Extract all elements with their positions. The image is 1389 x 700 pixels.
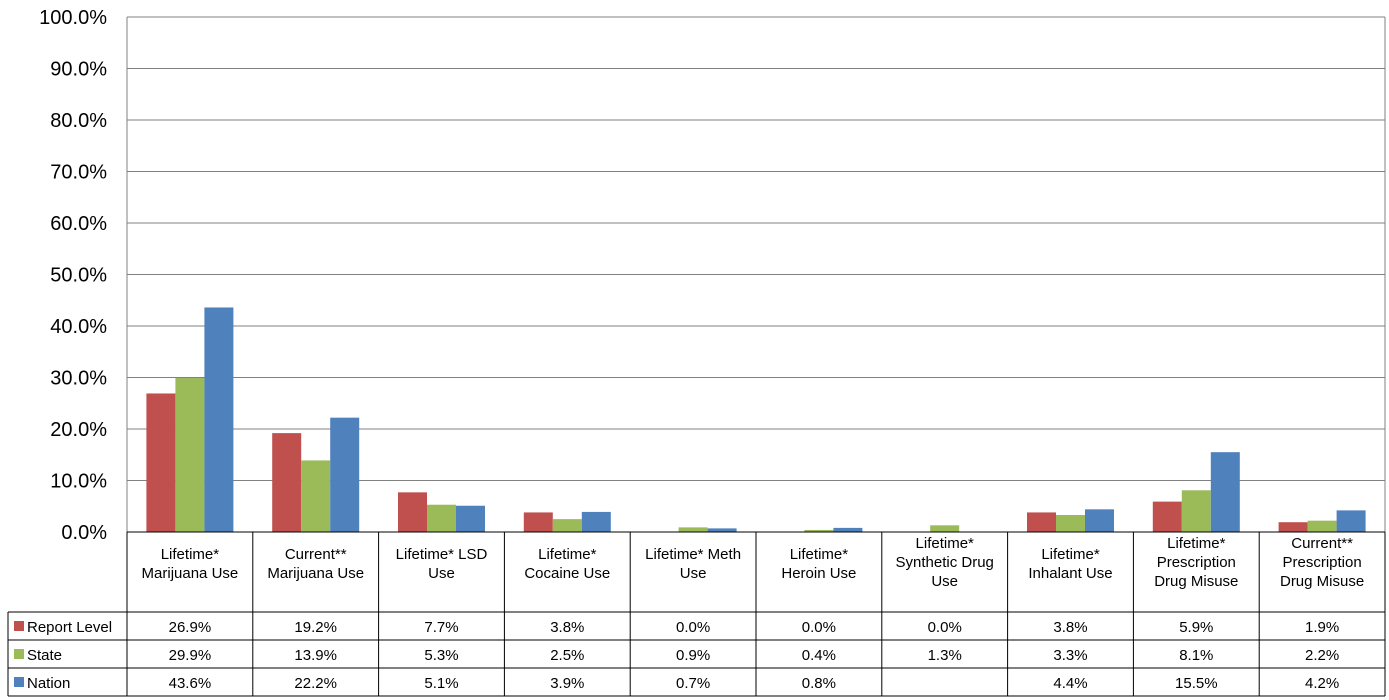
bar-state [552,519,582,532]
data-label: 1.3% [928,647,962,664]
y-tick-label: 80.0% [50,110,107,132]
bar-report-level [1027,512,1056,532]
axes: 0.0% 10.0% 20.0% 30.0% 40.0% 50.0% 60.0% 70.0% 8… [39,7,1386,544]
bar-state [804,529,834,532]
y-tick-label: 100.0% [39,7,107,29]
bar-state [930,525,960,532]
bars [146,307,1366,532]
data-label: 4.4% [1053,675,1087,692]
bar-report-level [398,492,427,532]
data-label: 8.1% [1179,647,1213,664]
data-label: 43.6% [169,675,212,692]
legend-swatch [14,649,24,659]
category-label: Lifetime* LSD Use [396,546,488,582]
data-label: 15.5% [1175,675,1218,692]
y-tick-label: 0.0% [61,522,107,544]
y-tick-label: 90.0% [50,59,107,81]
data-label: 0.0% [928,619,962,636]
bar-state [1056,515,1085,532]
legend-label: State [27,647,62,664]
bar-report-level [146,393,176,532]
bar-state [678,527,708,532]
y-tick-label: 10.0% [50,471,107,493]
legend-swatch [14,621,24,631]
data-label: 19.2% [294,619,337,636]
category-label: Lifetime* Heroin Use [781,546,856,582]
data-label: 0.0% [802,619,836,636]
legend-swatch [14,677,24,687]
bar-nation [1210,452,1240,532]
data-label: 2.5% [550,647,584,664]
data-label: 0.9% [676,647,710,664]
bar-state [1181,490,1211,532]
bar-nation [204,307,234,532]
data-label: 4.2% [1305,675,1339,692]
data-label: 5.9% [1179,619,1213,636]
data-label: 0.4% [802,647,836,664]
y-tick-label: 20.0% [50,419,107,441]
data-label: 3.3% [1053,647,1087,664]
data-label: 1.9% [1305,619,1339,636]
bar-nation [456,505,485,532]
category-label: Lifetime* Meth Use [645,546,741,582]
category-label: Lifetime* Inhalant Use [1028,546,1112,582]
category-label: Current** Marijuana Use [267,546,364,582]
bar-nation [1336,510,1366,532]
category-label: Lifetime* Marijuana Use [142,546,239,582]
bar-nation [833,527,863,532]
bar-nation [707,528,737,532]
category-label: Lifetime* Synthetic Drug Use [896,535,994,590]
gridlines [127,16,1385,533]
data-label: 13.9% [294,647,337,664]
data-label: 0.8% [802,675,836,692]
data-label: 5.1% [424,675,458,692]
data-label: 5.3% [424,647,458,664]
data-label: 0.0% [676,619,710,636]
bar-state [1307,520,1337,532]
bar-nation [581,511,611,532]
category-label: Current** Prescription Drug Misuse [1280,535,1364,590]
data-label: 26.9% [169,619,212,636]
legend-label: Nation [27,675,70,692]
y-tick-label: 30.0% [50,368,107,390]
data-label: 3.8% [550,619,584,636]
bar-state [427,504,456,532]
category-label: Lifetime* Cocaine Use [524,546,610,582]
bar-report-level [1152,501,1182,532]
data-table: Lifetime* Marijuana Use Current** Marijuana… [7,531,1386,697]
data-label: 2.2% [1305,647,1339,664]
bar-report-level [272,433,302,532]
y-tick-label: 70.0% [50,162,107,184]
y-tick-label: 50.0% [50,265,107,287]
data-label: 0.7% [676,675,710,692]
bar-state [301,460,331,532]
bar-report-level [1278,522,1308,532]
data-label: 22.2% [294,675,337,692]
data-label: 7.7% [424,619,458,636]
category-label: Lifetime* Prescription Drug Misuse [1154,535,1238,590]
y-tick-label: 60.0% [50,213,107,235]
bar-report-level [523,512,553,532]
data-label: 29.9% [169,647,212,664]
legend-label: Report Level [27,619,112,636]
bar-nation [1085,509,1114,532]
data-label: 3.9% [550,675,584,692]
bar-nation [330,417,360,532]
data-label: 3.8% [1053,619,1087,636]
y-tick-label: 40.0% [50,316,107,338]
bar-state [175,378,205,532]
